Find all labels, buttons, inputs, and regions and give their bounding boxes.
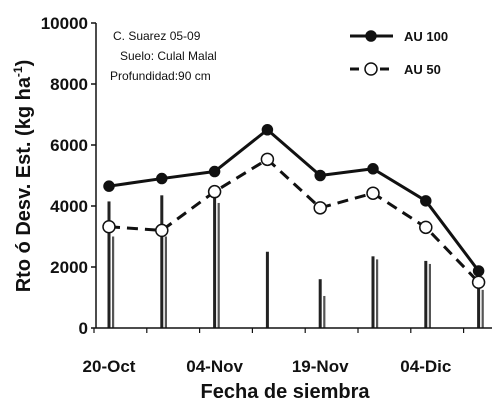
data-point-au50 <box>155 223 169 238</box>
data-point-au100 <box>367 163 379 175</box>
std-dev-bars <box>107 195 484 328</box>
sd-bar-au100 <box>318 279 322 328</box>
sd-bar-au50 <box>376 259 379 328</box>
y-tick-label: 6000 <box>50 136 88 155</box>
sd-bar-au50 <box>481 289 484 328</box>
y-tick-label: 0 <box>79 319 88 338</box>
series-line-au100 <box>108 128 480 272</box>
sd-bar-au50 <box>323 295 326 328</box>
sd-bar-au50 <box>217 202 220 328</box>
y-tick-label: 2000 <box>50 258 88 277</box>
sd-bar-au100 <box>213 195 217 328</box>
x-tick-label: 19-Nov <box>292 357 349 376</box>
data-point-au100 <box>420 195 432 207</box>
y-axis-title: Rto ó Desv. Est. (kg ha-1) <box>11 60 35 293</box>
y-tick-label: 4000 <box>50 197 88 216</box>
x-axis-title: Fecha de siembra <box>201 381 371 403</box>
axes <box>95 23 492 329</box>
sd-bar-au100 <box>265 251 269 328</box>
data-point-au100 <box>472 265 485 277</box>
data-point-au50 <box>207 184 222 199</box>
data-point-au50 <box>366 186 380 200</box>
data-point-au50 <box>419 220 433 235</box>
annotation-source: C. Suarez 05-09 <box>113 29 201 43</box>
legend-label-au100: AU 100 <box>404 29 448 44</box>
y-axis-title-close: ) <box>13 60 35 67</box>
x-tick-label: 04-Nov <box>186 357 243 376</box>
sd-bar-au100 <box>160 195 164 328</box>
legend-marker-au50 <box>364 62 378 76</box>
x-tick-label: 20-Oct <box>83 357 136 376</box>
x-tick-label: 04-Dic <box>400 357 451 376</box>
sd-bar-au100 <box>371 256 375 328</box>
legend-label-au50: AU 50 <box>404 62 441 77</box>
y-axis-title-main: Rto ó Desv. Est. (kg ha <box>13 76 35 292</box>
sd-bar-au100 <box>424 260 428 328</box>
legend-marker-au100 <box>365 30 377 42</box>
data-point-au100 <box>314 169 326 182</box>
series-lines <box>108 128 480 284</box>
y-tick-label: 8000 <box>50 75 88 94</box>
data-point-au100 <box>208 165 221 178</box>
data-point-au100 <box>103 180 115 192</box>
y-axis-title-sup: -1 <box>11 66 25 77</box>
data-point-au100 <box>261 124 274 136</box>
sd-bar-au50 <box>112 236 115 328</box>
sd-bar-au50 <box>428 263 431 328</box>
sd-bar-au100 <box>477 288 481 328</box>
y-tick-label: 10000 <box>41 14 88 33</box>
data-point-au50 <box>471 275 486 289</box>
annotation-soil: Suelo: Culal Malal <box>120 49 217 63</box>
data-point-au50 <box>260 152 275 167</box>
legend: AU 100 AU 50 <box>350 29 448 77</box>
series-markers <box>102 124 486 289</box>
annotation-depth: Profundidad:90 cm <box>110 69 211 83</box>
data-point-au50 <box>102 219 116 234</box>
series-line-au50 <box>108 157 480 284</box>
sd-bar-au100 <box>107 201 111 328</box>
data-point-au50 <box>313 201 327 215</box>
sd-bar-au50 <box>164 236 167 328</box>
data-point-au100 <box>156 172 168 185</box>
y-ticks: 0 2000 4000 6000 8000 10000 <box>41 14 96 338</box>
